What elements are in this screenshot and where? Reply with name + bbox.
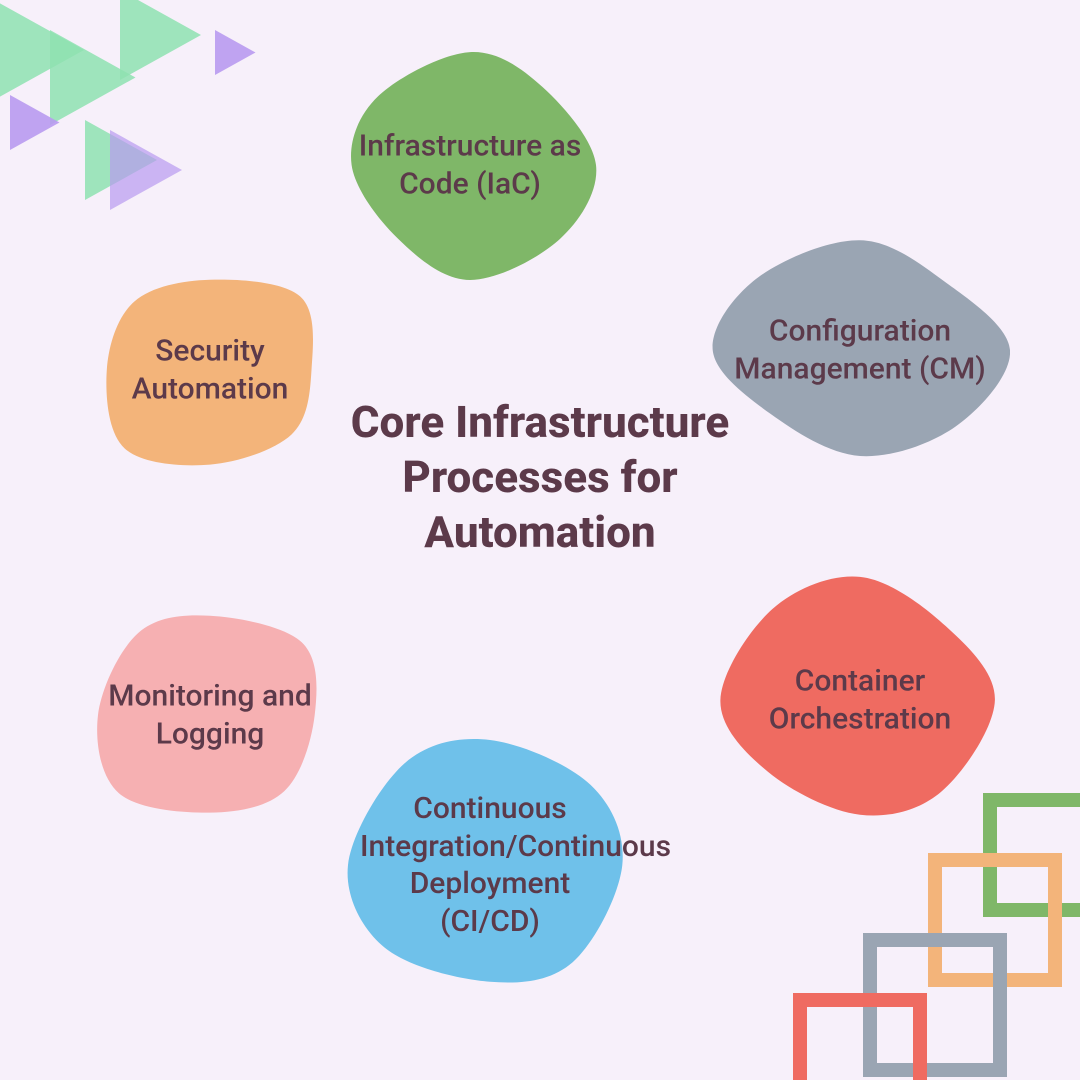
blob-mon: Monitoring and Logging — [80, 590, 340, 840]
infographic-canvas: Infrastructure as Code (IaC) Configuratio… — [0, 0, 1080, 1080]
blob-sec: Security Automation — [80, 255, 340, 485]
blob-cicd: Continuous Integration/Continuous Deploy… — [340, 720, 640, 1010]
blob-cm: Configuration Management (CM) — [710, 240, 1010, 460]
blob-iac: Infrastructure as Code (IaC) — [340, 50, 600, 280]
center-title: Core Infrastructure Processes for Automa… — [330, 395, 750, 560]
deco-triangles — [0, 0, 300, 260]
blob-co: Container Orchestration — [720, 570, 1000, 830]
